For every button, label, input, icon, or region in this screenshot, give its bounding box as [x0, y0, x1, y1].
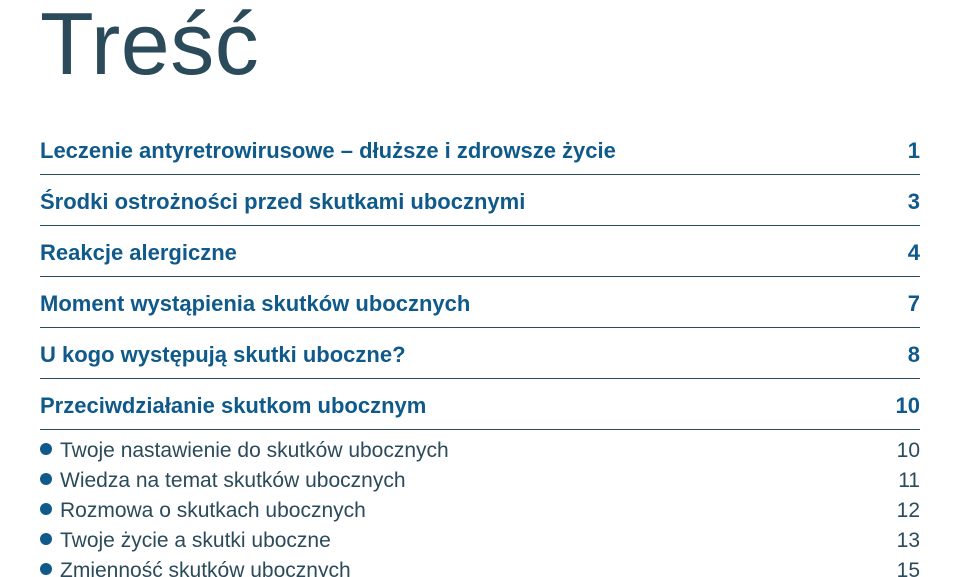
toc-sublabel-text: Zmienność skutków ubocznych — [60, 559, 351, 577]
toc-sublabel-text: Twoje nastawienie do skutków ubocznych — [60, 439, 449, 462]
toc-sublabel: Wiedza na temat skutków ubocznych — [40, 469, 878, 493]
toc-subrow: Wiedza na temat skutków ubocznych 11 — [40, 466, 920, 496]
toc-sublabel-text: Wiedza na temat skutków ubocznych — [60, 469, 406, 492]
toc-subpage-number: 10 — [877, 439, 920, 463]
toc-sublabel: Twoje nastawienie do skutków ubocznych — [40, 439, 877, 463]
toc-row: Przeciwdziałanie skutkom ubocznym10 — [40, 379, 920, 430]
bullet-icon — [40, 563, 52, 575]
toc-sublabel-text: Twoje życie a skutki uboczne — [60, 529, 331, 552]
toc-sublist: Twoje nastawienie do skutków ubocznych 10… — [40, 430, 920, 577]
toc-row: Reakcje alergiczne4 — [40, 226, 920, 277]
bullet-icon — [40, 473, 52, 485]
bullet-icon — [40, 503, 52, 515]
toc-page-number: 3 — [888, 189, 920, 215]
toc-row: Środki ostrożności przed skutkami uboczn… — [40, 175, 920, 226]
toc-label: Środki ostrożności przed skutkami uboczn… — [40, 189, 888, 215]
toc-row: Leczenie antyretrowirusowe – dłuższe i z… — [40, 124, 920, 175]
toc-subpage-number: 11 — [878, 469, 920, 493]
toc-list: Leczenie antyretrowirusowe – dłuższe i z… — [40, 124, 920, 577]
toc-page-number: 1 — [888, 138, 920, 164]
toc-label: Moment wystąpienia skutków ubocznych — [40, 291, 888, 317]
toc-sublabel: Rozmowa o skutkach ubocznych — [40, 499, 877, 523]
toc-subrow: Twoje życie a skutki uboczne 13 — [40, 526, 920, 556]
toc-page-number: 4 — [888, 240, 920, 266]
toc-page-number: 7 — [888, 291, 920, 317]
toc-subpage-number: 12 — [877, 499, 920, 523]
toc-subrow: Rozmowa o skutkach ubocznych 12 — [40, 496, 920, 526]
toc-sublabel: Twoje życie a skutki uboczne — [40, 529, 877, 553]
toc-label: Leczenie antyretrowirusowe – dłuższe i z… — [40, 138, 888, 164]
toc-subpage-number: 15 — [877, 559, 920, 577]
toc-row: U kogo występują skutki uboczne?8 — [40, 328, 920, 379]
toc-label: Reakcje alergiczne — [40, 240, 888, 266]
page-title: Treść — [40, 0, 920, 88]
toc-sublabel: Zmienność skutków ubocznych — [40, 559, 877, 577]
bullet-icon — [40, 533, 52, 545]
toc-subrow: Twoje nastawienie do skutków ubocznych 10 — [40, 436, 920, 466]
bullet-icon — [40, 443, 52, 455]
toc-row: Moment wystąpienia skutków ubocznych7 — [40, 277, 920, 328]
toc-label: Przeciwdziałanie skutkom ubocznym — [40, 393, 876, 419]
toc-subpage-number: 13 — [877, 529, 920, 553]
toc-subrow: Zmienność skutków ubocznych 15 — [40, 556, 920, 577]
toc-page-number: 10 — [876, 393, 920, 419]
toc-page-number: 8 — [888, 342, 920, 368]
toc-label: U kogo występują skutki uboczne? — [40, 342, 888, 368]
toc-sublabel-text: Rozmowa o skutkach ubocznych — [60, 499, 366, 522]
